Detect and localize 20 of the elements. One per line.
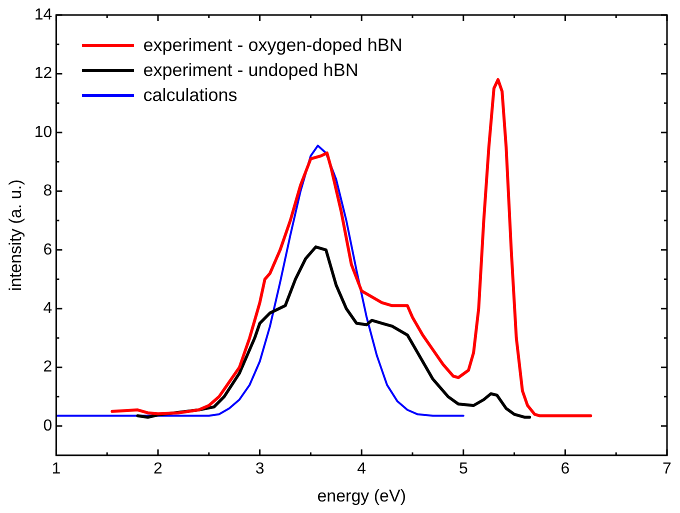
x-tick-label: 2 xyxy=(154,460,163,478)
legend-label: experiment - undoped hBN xyxy=(143,59,358,82)
y-tick-label: 12 xyxy=(34,65,52,82)
y-axis-title: intensity (a. u.) xyxy=(6,179,25,291)
x-axis-title: energy (eV) xyxy=(317,486,406,506)
y-tick-label: 2 xyxy=(43,358,52,376)
y-tick-label: 14 xyxy=(34,6,52,24)
x-tick-label: 5 xyxy=(458,460,468,478)
legend-label: experiment - oxygen-doped hBN xyxy=(143,34,402,57)
y-tick-label: 0 xyxy=(43,417,52,434)
x-tick-label: 1 xyxy=(52,460,61,478)
y-tick-label: 10 xyxy=(34,124,52,141)
x-tick-label: 3 xyxy=(255,460,264,478)
x-tick-label: 6 xyxy=(560,460,570,478)
y-tick-label: 6 xyxy=(43,241,52,258)
legend-label: calculations xyxy=(143,84,238,107)
x-tick-label: 4 xyxy=(357,460,366,478)
y-tick-label: 4 xyxy=(43,300,52,318)
y-tick-label: 8 xyxy=(43,182,52,200)
x-tick-label: 7 xyxy=(662,460,672,478)
